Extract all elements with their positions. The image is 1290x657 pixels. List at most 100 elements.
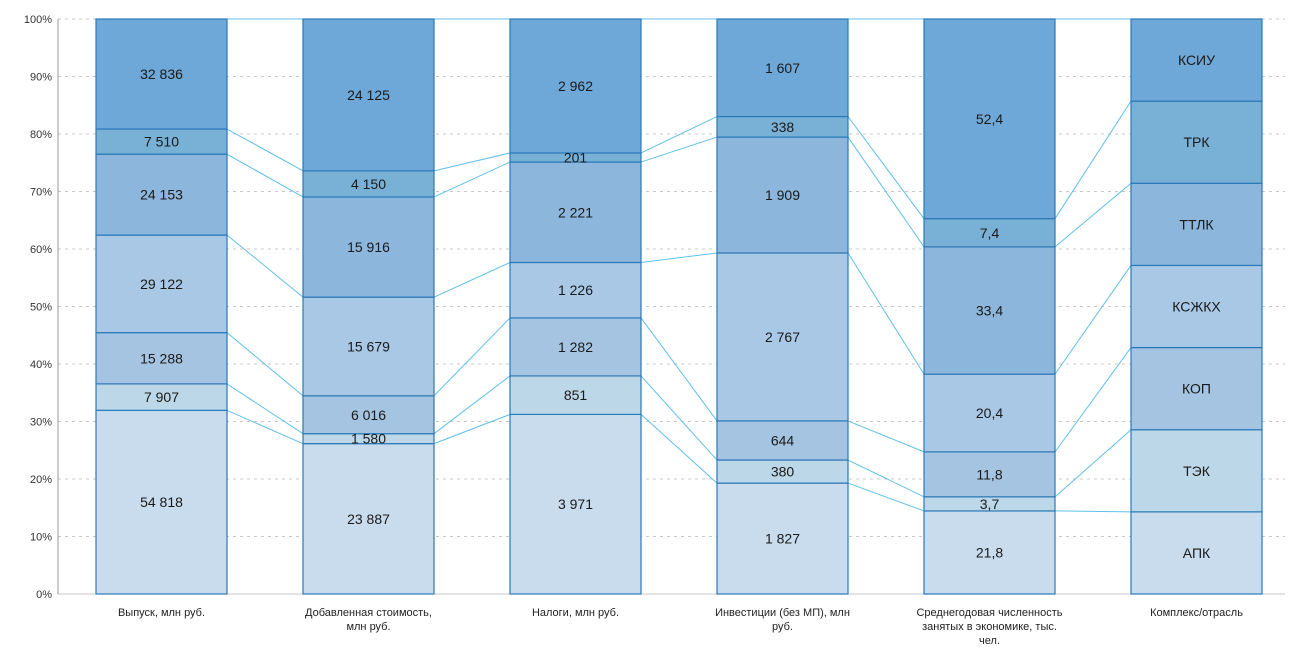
x-tick-label-line: млн руб.: [346, 621, 390, 633]
bar-segment: [302, 296, 435, 397]
bars: [95, 18, 1263, 595]
y-tick-label: 80%: [30, 129, 52, 141]
data-label: КОП: [1182, 381, 1211, 397]
data-label: 851: [564, 387, 588, 403]
data-label: 11,8: [976, 466, 1002, 482]
series-connector: [847, 136, 925, 248]
y-tick-label: 60%: [30, 244, 52, 256]
data-label: 15 916: [347, 239, 390, 255]
series-connector: [847, 482, 925, 512]
series-connector: [226, 409, 304, 445]
x-tick-label-line: Налоги, млн руб.: [532, 607, 619, 619]
bar-segment: [1130, 182, 1263, 267]
data-label: 21,8: [976, 544, 1003, 560]
data-label: 2 221: [558, 204, 593, 220]
y-tick-label: 40%: [30, 359, 52, 371]
bar-segment: [923, 451, 1056, 498]
data-label: 24 125: [347, 87, 390, 103]
x-tick-label: Комплекс/отрасль: [1150, 607, 1243, 619]
y-tick-label: 90%: [30, 72, 52, 84]
series-connector: [1054, 265, 1132, 375]
x-tick-label: Инвестиции (без МП), млн руб.: [715, 607, 850, 633]
data-label: 644: [771, 432, 795, 448]
bar-segment: [923, 373, 1056, 453]
bar-segment: [302, 18, 435, 172]
x-tick-label-line: Среднегодовая численность: [916, 607, 1062, 619]
y-axis-ticks: 0% 10% 20% 30% 40% 50% 60% 70% 80% 90% 100%: [24, 14, 52, 601]
data-label: 23 887: [347, 511, 390, 527]
bar-segment: [923, 18, 1056, 220]
series-connector: [433, 413, 511, 445]
bar-segment: [716, 252, 849, 422]
bar-segment: [302, 395, 435, 435]
series-connector: [1054, 347, 1132, 453]
series-connector: [640, 317, 718, 422]
series-connector: [433, 152, 511, 172]
series-connector: [1054, 429, 1132, 498]
data-label: 201: [564, 150, 588, 166]
data-label: 380: [771, 464, 795, 480]
series-connector: [433, 161, 511, 198]
data-label: КСЖКХ: [1172, 299, 1221, 315]
series-connector: [226, 153, 304, 198]
bar-segment: [509, 317, 642, 377]
bar-segment: [95, 409, 228, 595]
bar-segment: [95, 18, 228, 130]
data-label: ТЭК: [1183, 463, 1211, 479]
data-label: 6 016: [351, 407, 386, 423]
data-label: 3,7: [980, 496, 1000, 512]
data-label: КСИУ: [1178, 52, 1215, 68]
series-connector: [640, 252, 718, 263]
data-label: ТРК: [1183, 134, 1210, 150]
x-tick-label-line: Выпуск, млн руб.: [118, 607, 205, 619]
series-connector: [433, 317, 511, 397]
data-label: 24 153: [140, 187, 183, 203]
data-label: 1 282: [558, 339, 593, 355]
series-connector: [226, 383, 304, 435]
series-connector: [640, 414, 718, 484]
bar-segment: [509, 261, 642, 319]
data-label: 1 607: [765, 60, 800, 76]
bar-segment: [95, 383, 228, 411]
series-connector: [226, 234, 304, 298]
y-tick-label: 70%: [30, 187, 52, 199]
data-label: ТТЛК: [1179, 216, 1214, 232]
series-connector: [847, 252, 925, 375]
data-label: 2 962: [558, 78, 593, 94]
data-label: 54 818: [140, 494, 183, 510]
series-connector: [433, 375, 511, 435]
bar-segment: [509, 161, 642, 264]
x-tick-label-line: Инвестиции (без МП), млн: [715, 607, 850, 619]
bar-segment: [302, 196, 435, 298]
bar-segment: [302, 170, 435, 198]
bar-segment: [509, 413, 642, 595]
bar-segment: [1130, 346, 1263, 431]
data-label: 20,4: [976, 405, 1003, 421]
series-connector: [1054, 100, 1132, 219]
bar-segment: [1130, 429, 1263, 513]
data-label: 32 836: [140, 66, 183, 82]
data-label: 1 909: [765, 187, 800, 203]
series-connector: [847, 420, 925, 453]
data-label: 29 122: [140, 276, 183, 292]
x-tick-label-line: Комплекс/отрасль: [1150, 607, 1243, 619]
bar-segment: [716, 136, 849, 254]
data-label: 1 827: [765, 531, 800, 547]
bar-segment: [509, 18, 642, 154]
y-tick-label: 30%: [30, 417, 52, 429]
x-tick-label: Среднегодовая численность занятых в эконо…: [916, 607, 1062, 647]
grid-lines: [57, 18, 1285, 595]
bar-segment: [923, 218, 1056, 248]
x-tick-label: Налоги, млн руб.: [532, 607, 619, 619]
x-tick-label: Выпуск, млн руб.: [118, 607, 205, 619]
data-label: 7 907: [144, 389, 179, 405]
y-tick-label: 20%: [30, 474, 52, 486]
bar-segment: [716, 482, 849, 595]
data-label: 7,4: [980, 225, 1000, 241]
series-connector: [1054, 182, 1132, 248]
bar-segment: [716, 18, 849, 118]
x-axis-labels: Выпуск, млн руб. Добавленная стоимость, мл…: [118, 607, 1243, 647]
segment-labels: 54 818 7 907 15 288 29 122 24 153 7 510 32 836…: [140, 52, 1221, 561]
series-connector: [433, 262, 511, 298]
